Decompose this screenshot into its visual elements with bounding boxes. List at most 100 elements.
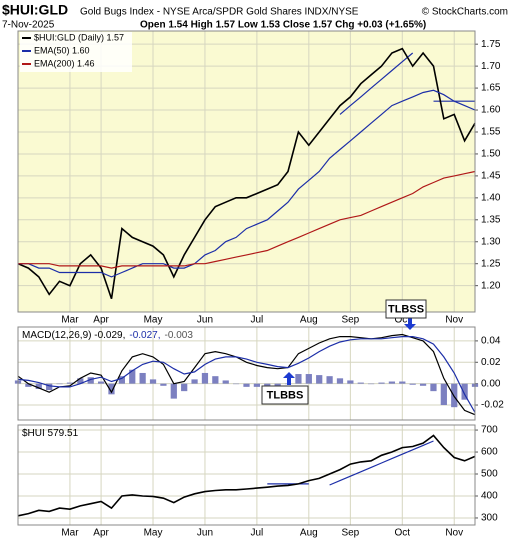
legend-label: EMA(200) 1.46 bbox=[34, 58, 95, 68]
y-tick-label: 1.65 bbox=[481, 83, 501, 94]
legend-label: -0.027, bbox=[129, 330, 160, 341]
panel-frame bbox=[17, 424, 476, 526]
legend: $HUI 579.51 bbox=[22, 428, 79, 439]
annotation-arrow-head bbox=[283, 372, 295, 378]
histogram-bar bbox=[201, 372, 209, 384]
x-tick-label: May bbox=[144, 528, 163, 539]
y-tick-label: 1.30 bbox=[481, 236, 501, 247]
annotation-box bbox=[261, 385, 309, 405]
x-tick-label: Sep bbox=[341, 315, 359, 326]
histogram-bar bbox=[56, 383, 63, 385]
series-line bbox=[17, 333, 476, 416]
histogram-bar bbox=[253, 383, 261, 387]
y-tick-label: 1.75 bbox=[481, 39, 501, 50]
x-tick-label: Jun bbox=[197, 315, 213, 326]
histogram-bar bbox=[181, 383, 188, 392]
histogram-bar bbox=[357, 382, 364, 384]
histogram-bar bbox=[108, 383, 115, 395]
chart-title: $HUI:GLD bbox=[2, 2, 68, 18]
histogram-bar bbox=[243, 383, 250, 387]
x-tick-label: Aug bbox=[300, 315, 318, 326]
histogram-bar bbox=[46, 383, 53, 391]
y-tick-label: 1.60 bbox=[481, 105, 501, 116]
y-tick-label: 1.40 bbox=[481, 192, 501, 203]
annotation-arrow-head bbox=[404, 324, 416, 330]
quote: Open 1.54 High 1.57 Low 1.53 Close 1.57 … bbox=[140, 20, 426, 31]
x-tick-label: Oct bbox=[395, 315, 411, 326]
annotation-box bbox=[385, 299, 427, 319]
y-tick-label: 0.04 bbox=[481, 336, 501, 347]
series-line bbox=[17, 336, 476, 413]
histogram-bar bbox=[430, 383, 437, 392]
y-tick-label: 1.50 bbox=[481, 149, 501, 160]
series-line bbox=[17, 434, 476, 517]
panel-background bbox=[17, 424, 476, 526]
y-tick-label: 500 bbox=[481, 469, 498, 480]
histogram-bar bbox=[66, 382, 74, 384]
histogram-bar bbox=[368, 383, 375, 385]
histogram-bar bbox=[35, 383, 42, 389]
panel-frame bbox=[17, 326, 476, 421]
histogram-bar bbox=[295, 374, 302, 384]
annotation-label: TLBBS bbox=[267, 389, 304, 401]
legend-box bbox=[20, 32, 132, 72]
trendline bbox=[339, 52, 414, 115]
histogram-bar bbox=[409, 383, 416, 385]
series-line bbox=[17, 47, 476, 300]
histogram-bar bbox=[232, 383, 240, 385]
x-tick-label: Mar bbox=[61, 315, 79, 326]
legend: MACD(12,26,9) -0.029, -0.027, -0.003 bbox=[22, 330, 193, 341]
source: © StockCharts.com bbox=[422, 7, 508, 18]
date: 7-Nov-2025 bbox=[2, 20, 55, 31]
x-tick-label: Mar bbox=[61, 528, 79, 539]
histogram-bar bbox=[97, 381, 105, 384]
histogram-bar bbox=[419, 383, 427, 386]
histogram-bar bbox=[87, 377, 94, 384]
histogram-bar bbox=[160, 383, 167, 386]
histogram-bar bbox=[129, 369, 136, 384]
y-tick-label: 0.00 bbox=[481, 378, 501, 389]
y-tick-label: 1.35 bbox=[481, 214, 501, 225]
x-tick-label: May bbox=[144, 315, 163, 326]
x-tick-label: Nov bbox=[445, 315, 463, 326]
x-tick-label: Jul bbox=[250, 528, 263, 539]
histogram-bar bbox=[25, 383, 32, 387]
histogram-bar bbox=[326, 376, 333, 384]
legend-label: -0.003 bbox=[165, 330, 194, 341]
histogram-bar bbox=[347, 380, 354, 384]
histogram-bar bbox=[336, 378, 344, 384]
histogram-bar bbox=[170, 383, 177, 399]
series-line bbox=[18, 89, 476, 278]
x-tick-label: Jul bbox=[250, 315, 263, 326]
legend-label: MACD(12,26,9) -0.029, bbox=[22, 330, 125, 341]
x-tick-label: Sep bbox=[341, 528, 359, 539]
y-tick-label: 300 bbox=[481, 513, 498, 524]
histogram-bar bbox=[305, 374, 312, 384]
histogram-bar bbox=[118, 376, 125, 384]
histogram-bar bbox=[264, 383, 271, 387]
histogram-bar bbox=[149, 379, 157, 384]
y-tick-label: 1.45 bbox=[481, 171, 501, 182]
x-tick-label: Apr bbox=[93, 528, 109, 539]
x-tick-label: Nov bbox=[445, 528, 463, 539]
y-tick-label: 1.70 bbox=[481, 61, 501, 72]
histogram-bar bbox=[222, 380, 229, 384]
legend-label: EMA(50) 1.60 bbox=[34, 45, 90, 55]
y-tick-label: 1.20 bbox=[481, 280, 501, 291]
trendline bbox=[329, 440, 434, 486]
y-tick-label: 400 bbox=[481, 491, 498, 502]
series-line bbox=[18, 170, 476, 269]
y-tick-label: 1.55 bbox=[481, 127, 501, 138]
x-tick-label: Oct bbox=[395, 528, 411, 539]
histogram-bar bbox=[378, 382, 385, 384]
y-tick-label: -0.02 bbox=[481, 400, 504, 411]
histogram-bar bbox=[461, 383, 468, 400]
histogram-bar bbox=[399, 381, 406, 384]
histogram-bar bbox=[388, 381, 396, 384]
x-tick-label: Apr bbox=[93, 315, 109, 326]
x-tick-label: Aug bbox=[300, 528, 318, 539]
histogram-bar bbox=[191, 379, 198, 384]
panel-frame bbox=[17, 30, 476, 313]
